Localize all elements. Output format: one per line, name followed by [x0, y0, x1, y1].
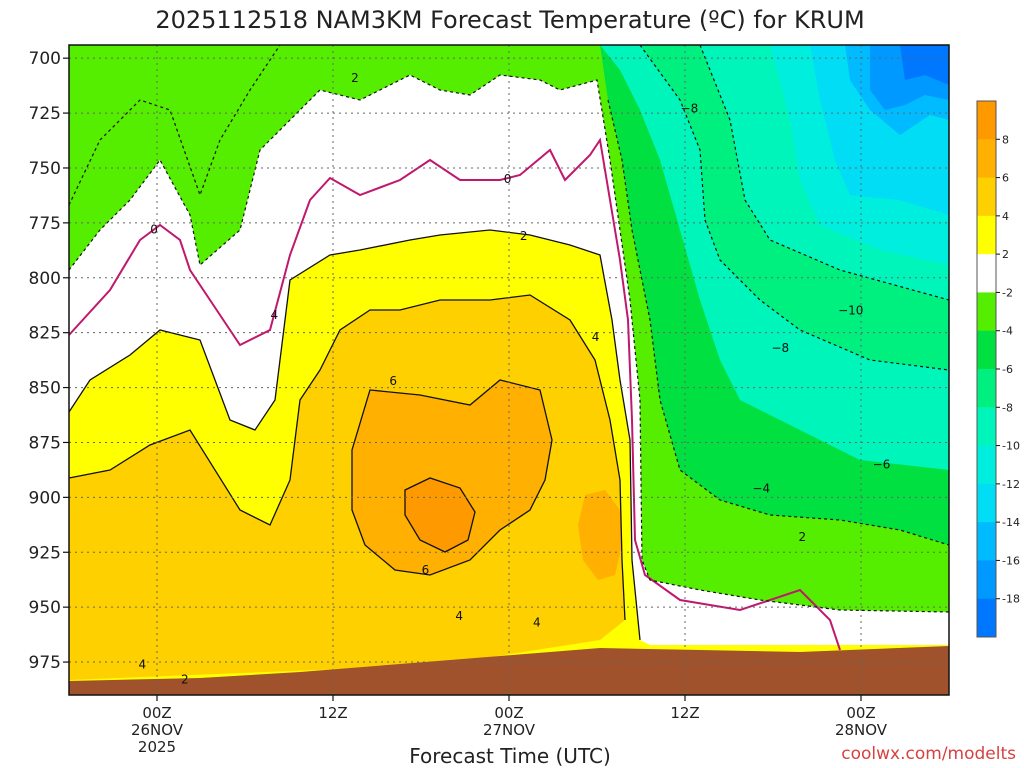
chart-title: 2025112518 NAM3KM Forecast Temperature (…	[155, 6, 864, 34]
contour-minus-2-line	[68, 74, 950, 613]
contour-plus-2-line	[68, 229, 641, 641]
y-tick-label: 700	[29, 49, 61, 69]
contour-label: 4	[139, 657, 147, 671]
colorbar-tick-label: -16	[1002, 554, 1020, 567]
contour-label: 0	[150, 222, 158, 236]
contour-label: 2	[799, 530, 807, 544]
gridlines	[69, 45, 949, 695]
y-tick-label: 925	[29, 543, 61, 563]
x-tick-label: 00Z	[494, 704, 523, 722]
contour-plus-6-line	[351, 379, 553, 576]
colorbar-swatch	[977, 407, 996, 447]
contour-label: 6	[422, 563, 430, 577]
colorbar-tick-label: -18	[1002, 593, 1020, 606]
contour-label: 6	[389, 374, 397, 388]
contour-label: 2	[520, 229, 528, 243]
contour-label: 0	[504, 172, 512, 186]
x-tick-label: 00Z	[846, 704, 875, 722]
colorbar-tick-label: -6	[1002, 363, 1013, 376]
contour-minus-8-line	[639, 44, 950, 371]
colorbar-tick-label: -10	[1002, 440, 1020, 453]
contour-label: 4	[533, 616, 541, 630]
contour-label: −8	[771, 341, 789, 355]
contour-label: −8	[681, 102, 699, 116]
colorbar-tick-label: -2	[1002, 286, 1013, 299]
y-tick-label: 775	[29, 214, 61, 234]
contour-minus-10-line	[699, 44, 950, 301]
x-tick-label: 27NOV	[483, 721, 536, 739]
colorbar-swatch	[977, 330, 996, 370]
colorbar-tick-label: -4	[1002, 325, 1013, 338]
colorbar-swatch	[977, 215, 996, 255]
x-tick-label: 12Z	[670, 704, 699, 722]
contour-labels: 0 2 0 2 4 6 4 6 4 4 4 2 −8 −10 −8 −4 −6 2	[139, 71, 891, 687]
contour-zero-line	[68, 137, 841, 651]
x-tick-label: 12Z	[318, 704, 347, 722]
y-tick-label: 800	[29, 269, 61, 289]
contour-label: 2	[181, 673, 189, 687]
contour-label: 4	[455, 609, 463, 623]
y-tick-label: 900	[29, 488, 61, 508]
contour-label: −6	[873, 457, 891, 471]
contour-label: −4	[752, 482, 770, 496]
y-axis: 700 725 750 775 800 825 850 875 900 925 950 975	[29, 49, 69, 673]
colorbar: 8 6 4 2 -2 -4 -6 -8 -10 -12 -14 -16 -18	[976, 100, 1020, 638]
y-tick-label: 950	[29, 598, 61, 618]
region-plus-8	[405, 478, 475, 552]
plot-area: 0 2 0 2 4 6 4 6 4 4 4 2 −8 −10 −8 −4 −6 2	[68, 44, 950, 696]
region-plus-6	[352, 380, 552, 575]
colorbar-tick-label: 2	[1002, 248, 1009, 261]
x-tick-label: 28NOV	[835, 721, 888, 739]
colorbar-tick-label: -14	[1002, 516, 1020, 529]
colorbar-swatch	[977, 445, 996, 485]
x-tick-label: 2025	[138, 738, 176, 756]
x-tick-label: 00Z	[142, 704, 171, 722]
colorbar-tick-label: 4	[1002, 210, 1009, 223]
y-tick-label: 875	[29, 433, 61, 453]
colorbar-swatch	[977, 522, 996, 561]
contour-label: 2	[351, 71, 359, 85]
contour-label: 4	[592, 330, 600, 344]
y-tick-label: 725	[29, 104, 61, 124]
contour-label: 4	[271, 308, 279, 322]
colorbar-tick-label: 8	[1002, 133, 1009, 146]
colorbar-swatch	[977, 139, 996, 179]
contour-minus-4-line	[68, 44, 950, 546]
colorbar-swatch	[977, 369, 996, 408]
colorbar-swatch	[977, 483, 996, 523]
colorbar-swatch	[977, 598, 996, 638]
colorbar-tick-label: -8	[1002, 401, 1013, 414]
colorbar-swatch	[977, 292, 996, 332]
colorbar-tick-label: 6	[1002, 172, 1009, 185]
region-plus-6-small	[578, 490, 622, 580]
colorbar-swatch	[977, 560, 996, 600]
contour-label: −10	[838, 304, 863, 318]
region-minus-18	[900, 45, 949, 85]
colorbar-swatch	[977, 101, 996, 140]
y-tick-label: 975	[29, 653, 61, 673]
contour-plus-4-line	[68, 294, 626, 621]
y-tick-label: 850	[29, 379, 61, 399]
colorbar-swatch	[977, 254, 996, 293]
contour-plus-8-line	[404, 477, 476, 553]
credit-text: coolwx.com/modelts	[841, 744, 1016, 764]
x-tick-label: 26NOV	[131, 721, 184, 739]
y-tick-label: 750	[29, 159, 61, 179]
colorbar-swatch	[977, 177, 996, 217]
x-axis-label: Forecast Time (UTC)	[409, 744, 611, 768]
colorbar-tick-label: -12	[1002, 478, 1020, 491]
y-tick-label: 825	[29, 324, 61, 344]
